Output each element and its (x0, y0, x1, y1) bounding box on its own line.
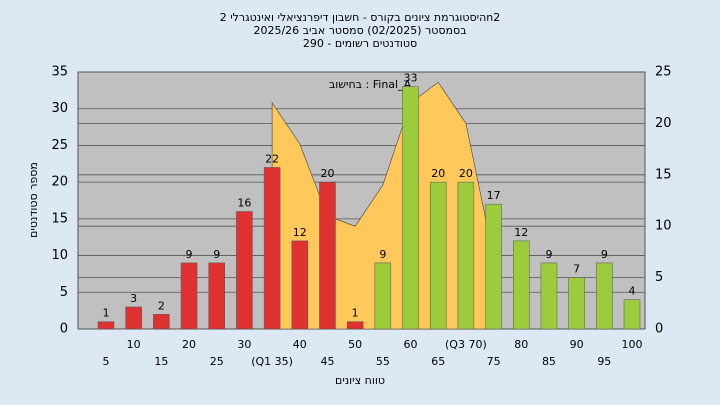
value-label: 17 (487, 189, 501, 202)
bar (568, 277, 585, 330)
value-label: 22 (265, 152, 279, 165)
annotation: בחישוב : Final_A (329, 78, 412, 91)
bar (291, 240, 309, 330)
x-tick-label: 40 (293, 338, 307, 351)
value-label: 12 (293, 226, 307, 239)
x-tick-label: (Q1 35) (251, 355, 293, 368)
y2-tick-label: 25 (655, 65, 672, 80)
x-tick-label: (Q3 70) (445, 338, 487, 351)
y-axis-label: מספר סטודנטים (27, 162, 40, 238)
x-tick-label: 30 (237, 338, 251, 351)
title-line: סטודנטים רשומים - 290 (303, 37, 417, 50)
title-line: היסטוגרמת ציונים בקורס - חשבון דיפרנציאל… (220, 11, 501, 24)
x-tick-label: 80 (514, 338, 528, 351)
bar (319, 181, 336, 330)
x-tick-label: 85 (542, 355, 556, 368)
value-label: 16 (237, 197, 251, 210)
bar (153, 314, 170, 330)
bar (429, 181, 447, 330)
y-tick-label: 35 (51, 65, 68, 80)
x-tick-label: 100 (622, 338, 643, 351)
x-tick-label: 65 (431, 355, 445, 368)
y-tick-label: 25 (51, 138, 68, 153)
value-label: 3 (130, 292, 137, 305)
bar (457, 181, 475, 330)
bar (208, 262, 225, 330)
y2-tick-label: 15 (655, 167, 672, 182)
x-tick-label: 5 (103, 355, 110, 368)
value-label: 20 (320, 167, 334, 180)
y-tick-label: 30 (51, 101, 68, 116)
x-axis-label: טווח ציונים (335, 374, 385, 387)
bar (623, 299, 641, 330)
bar (180, 262, 198, 330)
bar (402, 86, 419, 330)
value-label: 20 (431, 167, 445, 180)
value-label: 9 (379, 248, 386, 261)
bar (540, 262, 558, 330)
value-label: 1 (103, 307, 110, 320)
value-label: 33 (404, 72, 418, 85)
x-tick-label: 20 (182, 338, 196, 351)
x-tick-label: 45 (320, 355, 334, 368)
value-label: 9 (601, 248, 608, 261)
x-tick-label: 60 (404, 338, 418, 351)
value-label: 9 (545, 248, 552, 261)
x-tick-label: 75 (487, 355, 501, 368)
y2-tick-label: 5 (655, 270, 663, 285)
value-label: 9 (213, 248, 220, 261)
y-tick-label: 20 (51, 175, 68, 190)
x-tick-label: 25 (210, 355, 224, 368)
x-tick-label: 50 (348, 338, 362, 351)
bar (346, 321, 364, 330)
y-tick-label: 5 (60, 285, 68, 300)
value-label: 20 (459, 167, 473, 180)
x-tick-label: 95 (597, 355, 611, 368)
bar (596, 262, 613, 330)
bar (513, 240, 530, 330)
value-label: 9 (186, 248, 193, 261)
title-line: בסמסטר (02/2025) סמסטר אביב 2025/26 (253, 24, 466, 37)
y-tick-label: 10 (51, 248, 68, 263)
y2-tick-label: 10 (655, 219, 672, 234)
bar (125, 306, 142, 330)
x-tick-label: 55 (376, 355, 390, 368)
y-tick-label: 0 (60, 322, 68, 337)
value-label: 7 (573, 263, 580, 276)
bar (374, 262, 392, 330)
value-label: 4 (629, 285, 636, 298)
value-label: 12 (514, 226, 528, 239)
bar (485, 203, 502, 330)
bar (236, 211, 253, 330)
y-tick-label: 15 (51, 211, 68, 226)
y2-tick-label: 20 (655, 116, 672, 131)
bar (97, 321, 115, 330)
x-tick-label: 15 (154, 355, 168, 368)
x-tick-label: 90 (570, 338, 584, 351)
value-label: 2 (158, 299, 165, 312)
value-label: 1 (352, 307, 359, 320)
bar (263, 167, 281, 330)
y2-tick-label: 0 (655, 322, 663, 337)
x-tick-label: 10 (127, 338, 141, 351)
